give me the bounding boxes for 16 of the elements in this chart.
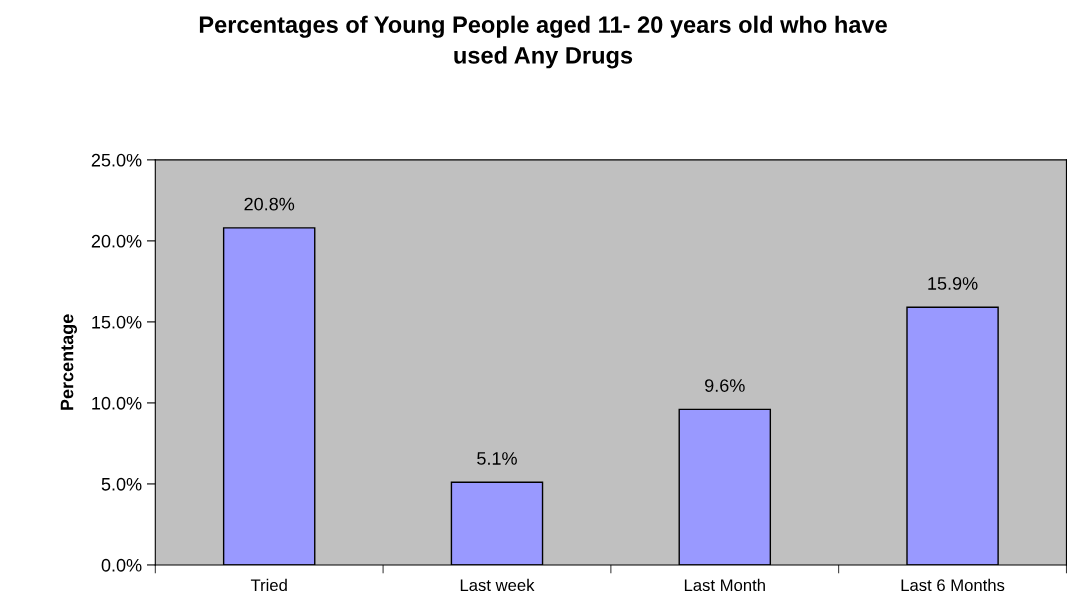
y-axis-title: Percentage <box>60 314 78 410</box>
x-tick-label: Last 6 Months <box>901 578 1005 592</box>
data-label: 9.6% <box>705 379 745 392</box>
y-tick-label: 25.0% <box>91 153 142 167</box>
x-tick-label: Last week <box>460 578 535 592</box>
y-tick-label: 15.0% <box>92 315 142 329</box>
x-tick-label: Tried <box>250 578 287 592</box>
y-tick-label: 20.0% <box>91 234 142 248</box>
data-label: 20.8% <box>244 197 295 211</box>
data-label: 5.1% <box>477 452 517 465</box>
y-tick-label: 0.0% <box>101 558 142 572</box>
y-tick-label: 10.0% <box>92 396 142 410</box>
x-tick-label: Last Month <box>684 578 765 592</box>
data-label: 15.9% <box>928 277 978 290</box>
chart-title: Percentages of Young People aged 11- 20 years old who have used Any Drugs <box>199 15 887 69</box>
y-tick-label: 5.0% <box>101 477 142 491</box>
